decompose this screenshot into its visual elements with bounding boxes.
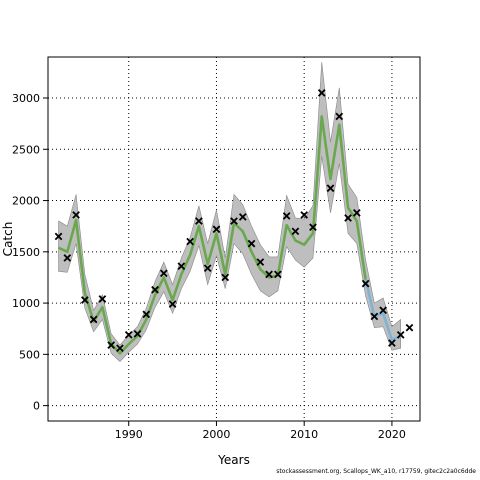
observed-point bbox=[221, 273, 230, 282]
observed-point bbox=[352, 209, 361, 217]
observed-point bbox=[317, 89, 326, 97]
x-axis-ticks: 1990 2000 2010 2020 bbox=[115, 421, 406, 441]
observed-point bbox=[124, 331, 133, 339]
observed-point bbox=[309, 223, 317, 232]
x-tick-label: 2020 bbox=[378, 428, 406, 441]
observed-point bbox=[238, 213, 247, 221]
y-tick-label: 500 bbox=[19, 348, 40, 361]
y-axis-title: Catch bbox=[1, 222, 15, 257]
y-tick-label: 3000 bbox=[12, 92, 40, 105]
observed-point bbox=[300, 211, 309, 219]
x-tick-label: 1990 bbox=[115, 428, 143, 441]
observed-point bbox=[230, 217, 238, 225]
footer-attribution: stockassessment.org, Scallops_WK_a10, r1… bbox=[276, 468, 476, 475]
observed-point bbox=[291, 227, 300, 236]
observed-point bbox=[107, 341, 116, 349]
observed-point bbox=[344, 214, 352, 222]
confidence-band bbox=[58, 62, 401, 362]
observed-point bbox=[212, 225, 221, 234]
y-tick-label: 0 bbox=[33, 400, 40, 413]
x-tick-label: 2010 bbox=[290, 428, 318, 441]
observed-point bbox=[326, 184, 335, 193]
observed-point bbox=[98, 295, 107, 303]
grid-lines bbox=[48, 57, 420, 421]
observed-point bbox=[81, 296, 89, 304]
y-tick-label: 1500 bbox=[12, 246, 40, 259]
observed-point bbox=[133, 330, 142, 338]
observed-point bbox=[247, 239, 256, 248]
observed-point bbox=[159, 269, 168, 278]
observed-point bbox=[396, 331, 405, 339]
observed-point bbox=[116, 344, 124, 353]
observed-point bbox=[151, 285, 159, 294]
observed-point bbox=[370, 312, 379, 321]
observed-point bbox=[186, 237, 194, 246]
plot-frame bbox=[47, 56, 421, 422]
observed-point bbox=[274, 270, 282, 279]
y-tick-label: 2500 bbox=[12, 143, 40, 156]
fit-line-recent bbox=[364, 279, 402, 342]
observed-point bbox=[142, 310, 151, 319]
confidence-band-area bbox=[58, 62, 401, 362]
observed-point bbox=[54, 232, 63, 241]
observed-point bbox=[168, 300, 177, 308]
observed-point bbox=[72, 211, 80, 219]
observed-point bbox=[282, 212, 291, 220]
observed-point bbox=[361, 279, 370, 288]
y-axis-ticks: 0 500 1000 1500 2000 2500 3000 bbox=[12, 92, 48, 413]
observed-point bbox=[335, 112, 344, 121]
y-tick-label: 2000 bbox=[12, 195, 40, 208]
fit-line-early bbox=[57, 115, 367, 355]
observed-point bbox=[63, 254, 72, 262]
observed-point bbox=[195, 217, 203, 225]
observed-point bbox=[388, 339, 396, 347]
observed-point bbox=[256, 258, 265, 266]
observed-point bbox=[203, 264, 212, 273]
observed-point bbox=[379, 306, 387, 315]
observed-point bbox=[405, 323, 414, 332]
fitted-series bbox=[57, 115, 402, 355]
x-tick-label: 2000 bbox=[202, 428, 230, 441]
observed-point bbox=[89, 315, 98, 324]
observed-point bbox=[265, 270, 273, 279]
observed-catch-markers bbox=[54, 89, 414, 353]
observed-point bbox=[177, 262, 186, 271]
x-axis-title: Years bbox=[217, 453, 250, 467]
y-tick-label: 1000 bbox=[12, 297, 40, 310]
